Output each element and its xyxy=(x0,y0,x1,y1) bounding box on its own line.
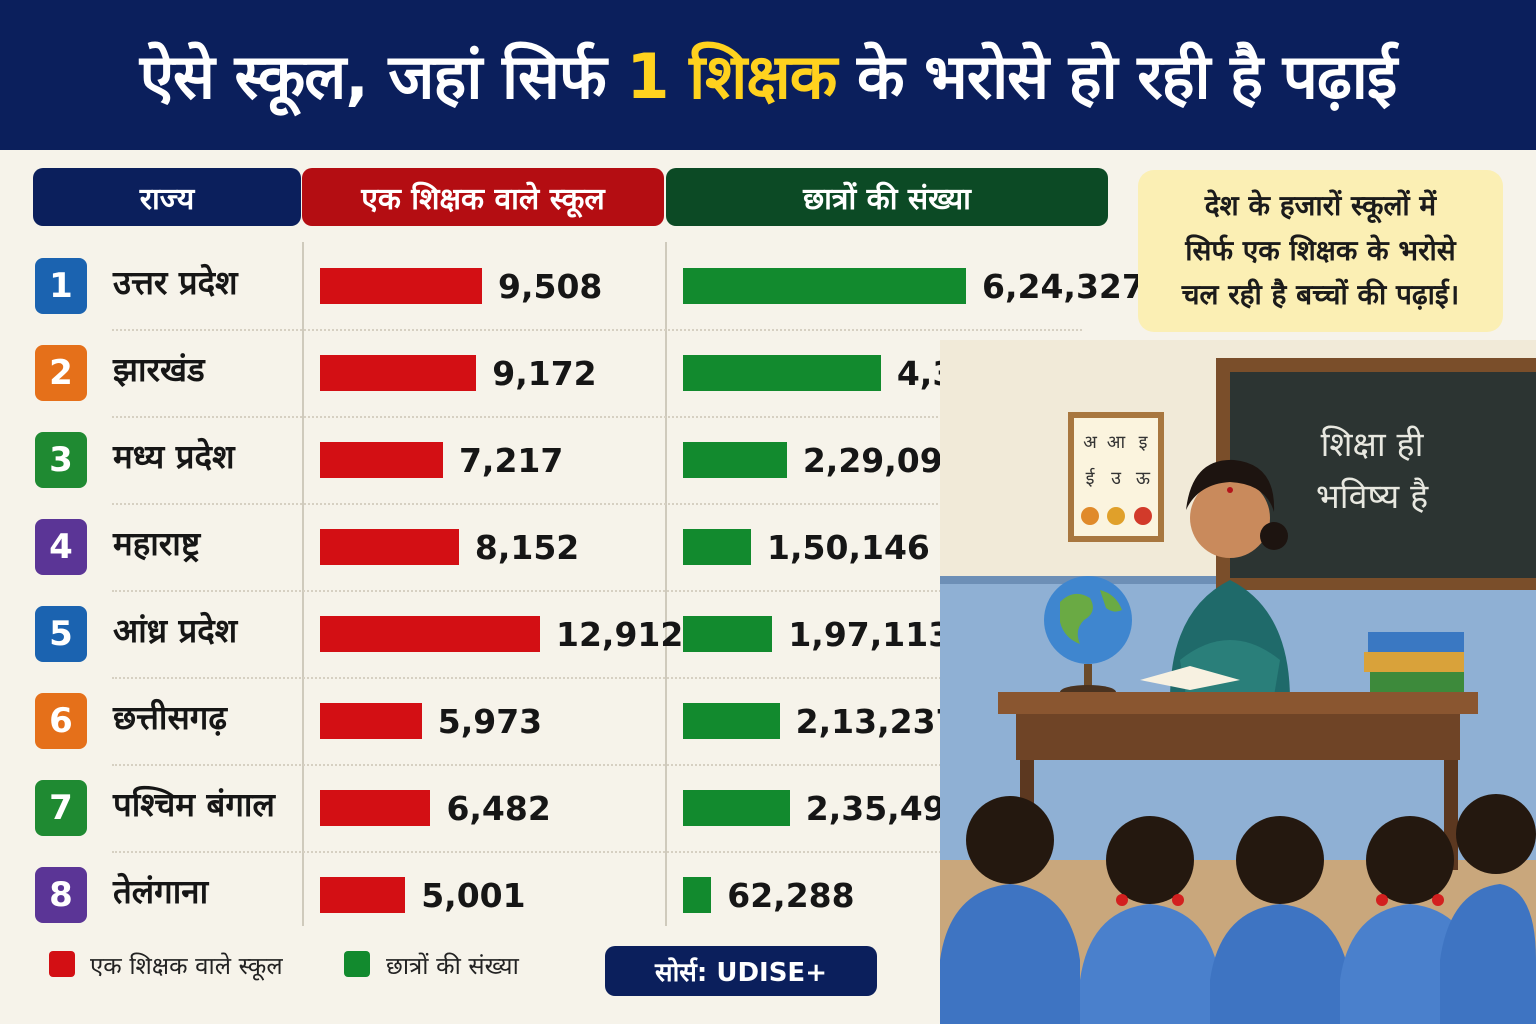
bar-students xyxy=(683,354,881,391)
title-part-2: के भरोसे हो रही है पढ़ाई xyxy=(836,40,1397,113)
bar-students xyxy=(683,876,712,913)
bar-students xyxy=(683,789,790,826)
row-divider xyxy=(112,764,992,766)
globe-icon xyxy=(1044,576,1132,699)
callout-line-2: सिर्फ एक शिक्षक के भरोसे xyxy=(1185,233,1456,267)
bar-students xyxy=(683,267,966,304)
row-rank-badge: 8 xyxy=(35,866,87,923)
bar-schools xyxy=(320,702,422,739)
row-divider xyxy=(112,677,992,679)
classroom-illustration: शिक्षा ही भविष्य है अ आ इ ई उ ऊ xyxy=(940,340,1536,1024)
bar-schools xyxy=(320,528,459,565)
callout-box: देश के हजारों स्कूलों में सिर्फ एक शिक्ष… xyxy=(1138,170,1503,332)
column-divider xyxy=(302,242,304,926)
students-group xyxy=(940,794,1536,1024)
letter-uu: ऊ xyxy=(1136,468,1151,489)
chalkboard-line-1: शिक्षा ही xyxy=(1321,425,1425,465)
row-state-label: महाराष्ट्र xyxy=(113,523,201,563)
column-header-state: राज्य xyxy=(33,168,301,226)
bar-students xyxy=(683,441,787,478)
value-label-students: 2,29,095 xyxy=(802,440,966,480)
chalkboard-line-2: भविष्य है xyxy=(1316,477,1429,517)
value-label-students: 1,97,113 xyxy=(788,614,952,654)
bar-schools xyxy=(320,615,540,652)
value-label-schools: 9,172 xyxy=(492,353,597,393)
legend-label-schools: एक शिक्षक वाले स्कूल xyxy=(90,952,283,980)
alphabet-chart: अ आ इ ई उ ऊ xyxy=(1068,412,1164,542)
legend-swatch-schools xyxy=(49,951,75,977)
row-state-label: झारखंड xyxy=(113,349,205,389)
value-label-schools: 9,508 xyxy=(498,266,603,306)
value-label-students: 62,288 xyxy=(727,875,855,915)
callout-line-3: चल रही है बच्चों की पढ़ाई। xyxy=(1181,278,1460,312)
row-state-label: पश्चिम बंगाल xyxy=(113,784,275,824)
source-badge: सोर्स: UDISE+ xyxy=(605,946,877,996)
column-header-schools: एक शिक्षक वाले स्कूल xyxy=(302,168,664,226)
column-divider xyxy=(665,242,667,926)
value-label-students: 1,50,146 xyxy=(767,527,930,567)
row-rank-badge: 2 xyxy=(35,344,87,401)
letter-aa: आ xyxy=(1107,432,1126,453)
row-state-label: तेलंगाना xyxy=(113,871,209,911)
value-label-students: 2,13,237 xyxy=(795,701,959,741)
books-stack-icon xyxy=(1364,632,1464,692)
bar-schools xyxy=(320,441,443,478)
bar-students xyxy=(683,615,773,652)
bar-students xyxy=(683,528,752,565)
legend-swatch-students xyxy=(344,951,370,977)
row-divider xyxy=(112,416,1082,418)
value-label-schools: 6,482 xyxy=(446,788,551,828)
value-label-schools: 12,912 xyxy=(556,614,684,654)
fruit-icon xyxy=(1107,507,1125,525)
row-state-label: उत्तर प्रदेश xyxy=(113,262,238,302)
row-rank-badge: 3 xyxy=(35,431,87,488)
fruit-icon xyxy=(1134,507,1152,525)
value-label-schools: 5,001 xyxy=(421,875,526,915)
value-label-schools: 8,152 xyxy=(474,527,580,567)
bar-schools xyxy=(320,354,477,391)
fruit-icon xyxy=(1081,507,1099,525)
value-label-schools: 5,973 xyxy=(437,701,543,741)
bar-students xyxy=(683,702,780,739)
title-highlight: 1 शिक्षक xyxy=(626,40,837,113)
bar-schools xyxy=(320,876,406,913)
callout-line-1: देश के हजारों स्कूलों में xyxy=(1204,188,1437,222)
row-state-label: आंध्र प्रदेश xyxy=(113,610,238,650)
bar-schools xyxy=(320,267,482,304)
row-rank-badge: 4 xyxy=(35,518,87,575)
row-rank-badge: 1 xyxy=(35,257,87,314)
value-label-students: 6,24,327 xyxy=(982,266,1145,306)
page-title: ऐसे स्कूल, जहां सिर्फ 1 शिक्षक के भरोसे … xyxy=(139,33,1398,117)
row-divider xyxy=(112,329,1082,331)
open-book-icon xyxy=(1140,666,1240,690)
row-state-label: छत्तीसगढ़ xyxy=(113,697,227,737)
letter-u: उ xyxy=(1111,468,1122,489)
row-rank-badge: 5 xyxy=(35,605,87,662)
row-state-label: मध्य प्रदेश xyxy=(113,436,235,476)
value-label-schools: 7,217 xyxy=(458,440,564,480)
row-rank-badge: 6 xyxy=(35,692,87,749)
row-rank-badge: 7 xyxy=(35,779,87,836)
desk xyxy=(998,666,1478,870)
row-divider xyxy=(112,851,992,853)
letter-i: इ xyxy=(1139,432,1149,453)
letter-ii: ई xyxy=(1086,467,1096,489)
title-part-1: ऐसे स्कूल, जहां सिर्फ xyxy=(139,40,627,113)
row-divider xyxy=(112,590,992,592)
legend-label-students: छात्रों की संख्या xyxy=(386,952,519,980)
letter-a: अ xyxy=(1083,432,1098,453)
bar-schools xyxy=(320,789,431,826)
header-banner: ऐसे स्कूल, जहां सिर्फ 1 शिक्षक के भरोसे … xyxy=(0,0,1536,150)
row-divider xyxy=(112,503,1082,505)
column-header-students: छात्रों की संख्या xyxy=(666,168,1108,226)
